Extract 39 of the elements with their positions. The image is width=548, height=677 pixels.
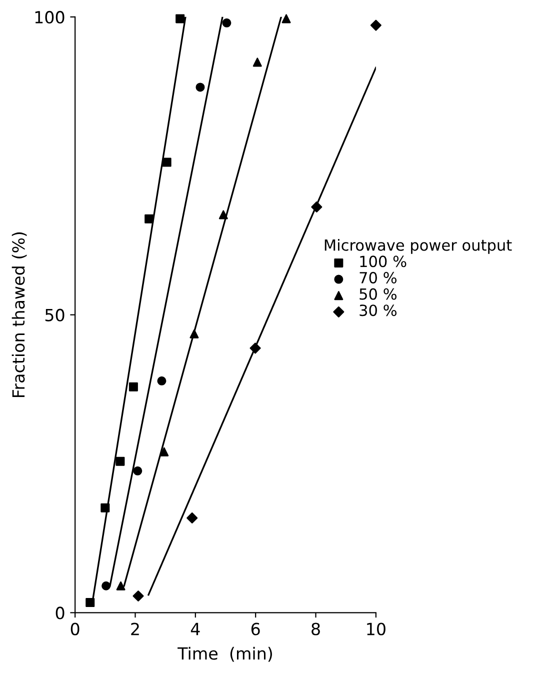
point: [186, 512, 198, 524]
point: [282, 14, 291, 24]
legend-label: 100 %: [360, 256, 406, 268]
x-tick-label: 10: [367, 622, 386, 636]
y-tick-label: 50: [45, 308, 64, 322]
x-axis-title: Time (min): [178, 646, 272, 662]
point: [128, 382, 138, 392]
point: [162, 158, 172, 167]
point: [311, 201, 322, 212]
point: [157, 376, 166, 386]
point: [190, 329, 199, 338]
x-tick-label: 8: [312, 622, 320, 636]
x-tick-label: 2: [131, 622, 139, 636]
point: [370, 20, 382, 31]
legend-title: Microwave power output: [324, 239, 512, 254]
legend-label: 50 %: [360, 288, 397, 300]
y-tick-label: 100: [35, 10, 64, 24]
point: [196, 82, 205, 92]
x-tick-label: 4: [190, 622, 200, 636]
x-tick-label: 0: [70, 622, 80, 636]
point: [176, 14, 185, 24]
point: [133, 466, 142, 476]
legend-label: 70 %: [360, 272, 397, 284]
point: [252, 58, 262, 67]
point: [222, 18, 232, 28]
point: [86, 598, 95, 608]
point: [116, 581, 126, 590]
point: [100, 503, 110, 512]
x-tick-label: 6: [251, 622, 260, 636]
point: [102, 581, 111, 590]
point: [132, 590, 144, 602]
point: [218, 210, 228, 220]
y-axis-title: Fraction thawed (%): [12, 232, 27, 398]
legend-label: 30 %: [360, 304, 397, 316]
point: [250, 342, 261, 354]
point: [160, 447, 169, 456]
y-tick-label: 0: [56, 606, 64, 620]
point: [144, 214, 154, 224]
point: [116, 456, 125, 466]
